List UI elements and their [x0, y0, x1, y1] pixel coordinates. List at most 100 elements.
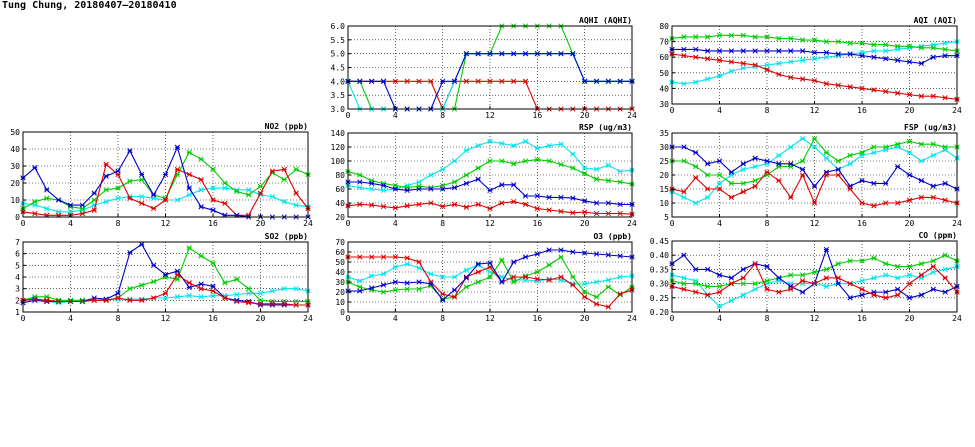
aqi-green-point — [918, 45, 925, 51]
fsp-cyan-point — [847, 161, 853, 167]
co-blue-point — [799, 289, 806, 295]
rsp-cyan-point — [369, 186, 375, 192]
co-red-point — [681, 286, 687, 292]
o3-red-point — [404, 255, 410, 261]
rsp-green-point — [534, 156, 540, 163]
rsp-green-point — [605, 177, 611, 184]
aqi-blue-point — [788, 48, 794, 54]
so2-blue-point — [150, 262, 157, 268]
fsp-green-point — [799, 158, 806, 164]
o3-red-point — [511, 274, 517, 280]
no2-cyan-point — [281, 199, 287, 205]
rsp-red-point — [522, 201, 529, 208]
no2-red-point — [103, 161, 109, 167]
fsp-blue-point — [681, 144, 687, 150]
so2-xtick-label: 24 — [303, 314, 313, 323]
no2-green-point — [91, 197, 97, 203]
rsp-blue-point — [605, 200, 611, 206]
rsp-cyan-point — [511, 142, 517, 149]
aqi-red-point — [799, 76, 806, 82]
no2-red-point — [198, 176, 204, 183]
rsp-blue-point — [451, 184, 458, 191]
o3-green-point — [582, 289, 588, 295]
fsp-red-point — [704, 186, 711, 192]
o3-ytick-label: 10 — [335, 298, 345, 307]
so2-red-point — [186, 280, 192, 286]
aqi-green-point — [704, 34, 711, 40]
o3-red-point — [416, 259, 422, 265]
rsp-ytick-label: 80 — [335, 171, 345, 180]
aqi-cyan-point — [716, 73, 723, 79]
o3-cyan-point — [416, 265, 422, 271]
aqhi-ytick-label: 6.0 — [331, 22, 346, 31]
so2-red-point — [44, 297, 50, 303]
no2-red-point — [32, 210, 38, 217]
rsp-red-point — [369, 202, 375, 208]
so2-blue-point — [91, 295, 97, 301]
fsp-green-point — [811, 135, 818, 142]
aqi-cyan-point — [740, 65, 746, 71]
co-green-point — [764, 278, 770, 284]
aqi-green-point — [764, 34, 770, 40]
fsp-green-point — [716, 172, 723, 178]
rsp-cyan-point — [357, 184, 363, 191]
fsp-cyan-point — [906, 149, 913, 156]
no2-title: NO2 (ppb) — [265, 122, 308, 131]
fsp-red-point — [693, 175, 699, 181]
o3-cyan-point — [428, 271, 434, 277]
rsp-red-point — [416, 201, 422, 208]
fsp-red-point — [681, 189, 687, 195]
rsp-green-point — [487, 158, 493, 164]
co-blue-point — [930, 286, 936, 292]
fsp-blue-point — [693, 149, 699, 156]
co-green-point — [942, 252, 948, 258]
fsp-cyan-point — [752, 163, 758, 170]
fsp-chart: 0 4 8 12 16 20 24 5 10 15 20 25 30 35 FSP (ug/m3) — [659, 123, 962, 228]
rsp-green-point — [593, 176, 600, 182]
rsp-red-point — [463, 204, 469, 210]
fsp-red-point — [918, 194, 925, 201]
no2-red-point — [281, 166, 287, 173]
rsp-series-blue — [348, 178, 632, 205]
fsp-green-point — [871, 144, 877, 150]
o3-blue-point — [582, 250, 588, 256]
o3-green-point — [416, 286, 422, 292]
aqhi-ytick-label: 5.0 — [331, 50, 346, 59]
co-red-point — [906, 280, 913, 287]
fsp-xtick-label: 12 — [810, 219, 820, 228]
aqhi-blue-point — [463, 51, 469, 57]
fsp-xtick-label: 16 — [857, 219, 867, 228]
aqi-cyan-point — [776, 60, 782, 67]
o3-blue-point — [463, 275, 469, 281]
fsp-blue-point — [883, 180, 889, 187]
rsp-blue-point — [522, 193, 529, 199]
aqi-series-green — [671, 34, 958, 52]
no2-cyan-point — [198, 187, 204, 193]
o3-cyan-point — [605, 277, 611, 283]
no2-green-point — [210, 166, 216, 173]
aqhi-blue-point — [546, 51, 552, 57]
rsp-blue-point — [357, 179, 363, 185]
co-green-point — [823, 266, 830, 273]
o3-cyan-point — [392, 264, 398, 270]
co-cyan-point — [930, 269, 936, 275]
so2-ytick-label: 1 — [15, 308, 20, 317]
co-green-point — [847, 258, 853, 264]
fsp-blue-point — [704, 161, 711, 167]
so2-green-point — [139, 282, 145, 288]
aqi-ytick-label: 40 — [659, 84, 669, 93]
so2-green-point — [186, 245, 192, 251]
o3-blue-point — [605, 252, 611, 258]
no2-blue-point — [103, 173, 109, 179]
o3-blue-point — [369, 285, 375, 291]
aqi-ytick-label: 80 — [659, 22, 669, 31]
rsp-xtick-label: 12 — [485, 219, 495, 228]
fsp-ytick-label: 35 — [659, 129, 669, 138]
co-blue-point — [776, 275, 782, 281]
fsp-red-point — [811, 200, 818, 206]
co-red-point — [918, 272, 925, 278]
rsp-red-point — [558, 208, 564, 215]
so2-red-point — [103, 297, 109, 303]
o3-blue-point — [380, 282, 387, 288]
